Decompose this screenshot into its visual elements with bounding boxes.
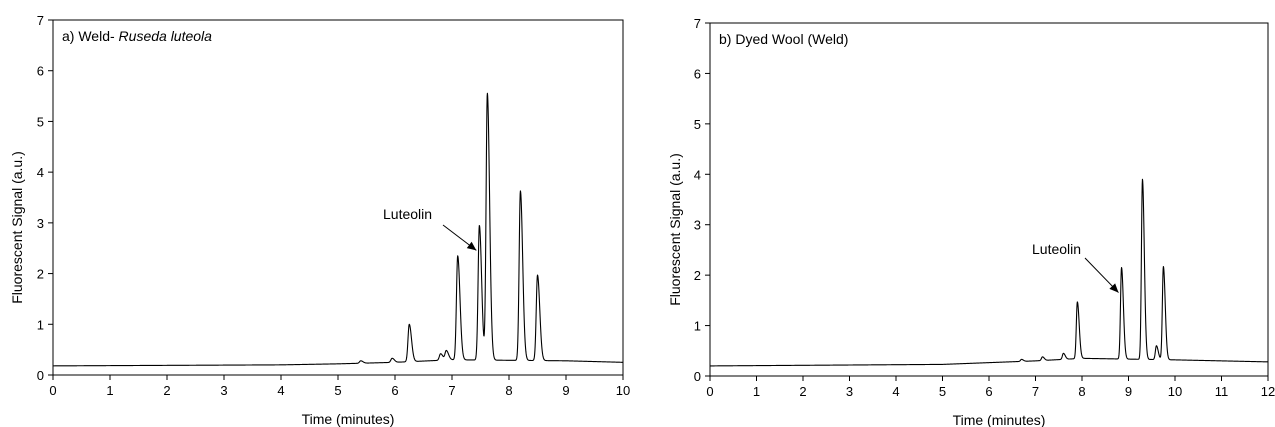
x-tick-label: 5 [334,383,341,398]
x-tick-label: 6 [391,383,398,398]
panel-title-species: Ruseda luteola [119,28,213,44]
panel-title-prefix: b) Dyed Wool (Weld) [719,31,848,47]
y-axis-label: Fluorescent Signal (a.u.) [667,153,683,306]
y-tick-label: 0 [37,368,44,383]
x-tick-label: 10 [1168,384,1182,399]
y-axis-label: Fluorescent Signal (a.u.) [9,151,25,304]
plot-frame [52,19,624,376]
x-tick-label: 7 [448,383,455,398]
x-tick-label: 6 [985,384,992,399]
x-axis-label: Time (minutes) [953,412,1046,427]
y-tick-label: 4 [694,167,701,182]
x-tick-label: 8 [505,383,512,398]
y-tick-label: 5 [37,114,44,129]
y-tick-label: 1 [37,317,44,332]
y-tick-label: 1 [694,319,701,334]
y-tick-label: 6 [694,66,701,81]
panel-title-prefix: a) Weld- [62,28,119,44]
annotation-label: Luteolin [1032,241,1081,257]
x-tick-label: 2 [163,383,170,398]
y-tick-label: 0 [694,369,701,384]
y-tick-label: 4 [37,165,44,180]
x-tick-label: 0 [49,383,56,398]
y-tick-label: 3 [37,216,44,231]
x-tick-label: 9 [562,383,569,398]
panel-title: b) Dyed Wool (Weld) [719,31,848,47]
x-tick-label: 7 [1032,384,1039,399]
chromatogram-trace [709,178,1269,367]
x-tick-label: 9 [1125,384,1132,399]
x-axis-label: Time (minutes) [302,411,395,427]
annotation-arrowhead [466,241,477,251]
x-tick-label: 8 [1078,384,1085,399]
x-tick-label: 1 [753,384,760,399]
y-tick-label: 7 [37,13,44,28]
panel-title: a) Weld- Ruseda luteola [62,28,212,44]
plot-frame [709,22,1269,377]
x-tick-label: 12 [1261,384,1275,399]
x-tick-label: 0 [706,384,713,399]
x-tick-label: 2 [799,384,806,399]
chromatogram-trace [52,92,624,367]
y-tick-label: 2 [37,267,44,282]
panel-a: 0 1 2 3 4 5 6 7 8 9 10 0 1 2 3 4 5 6 7 Time (minutes) Fluore… [9,13,630,427]
y-tick-label: 5 [694,117,701,132]
y-tick-label: 2 [694,268,701,283]
x-tick-label: 11 [1215,384,1229,399]
annotation-arrowhead [1109,283,1119,293]
x-tick-label: 4 [892,384,899,399]
annotation-label: Luteolin [383,206,432,222]
y-tick-label: 7 [694,16,701,31]
x-tick-label: 10 [616,383,630,398]
x-tick-label: 4 [277,383,284,398]
y-tick-label: 3 [694,218,701,233]
x-tick-label: 3 [220,383,227,398]
x-tick-label: 1 [106,383,113,398]
x-tick-label: 5 [939,384,946,399]
x-tick-label: 3 [846,384,853,399]
y-tick-label: 6 [37,64,44,79]
